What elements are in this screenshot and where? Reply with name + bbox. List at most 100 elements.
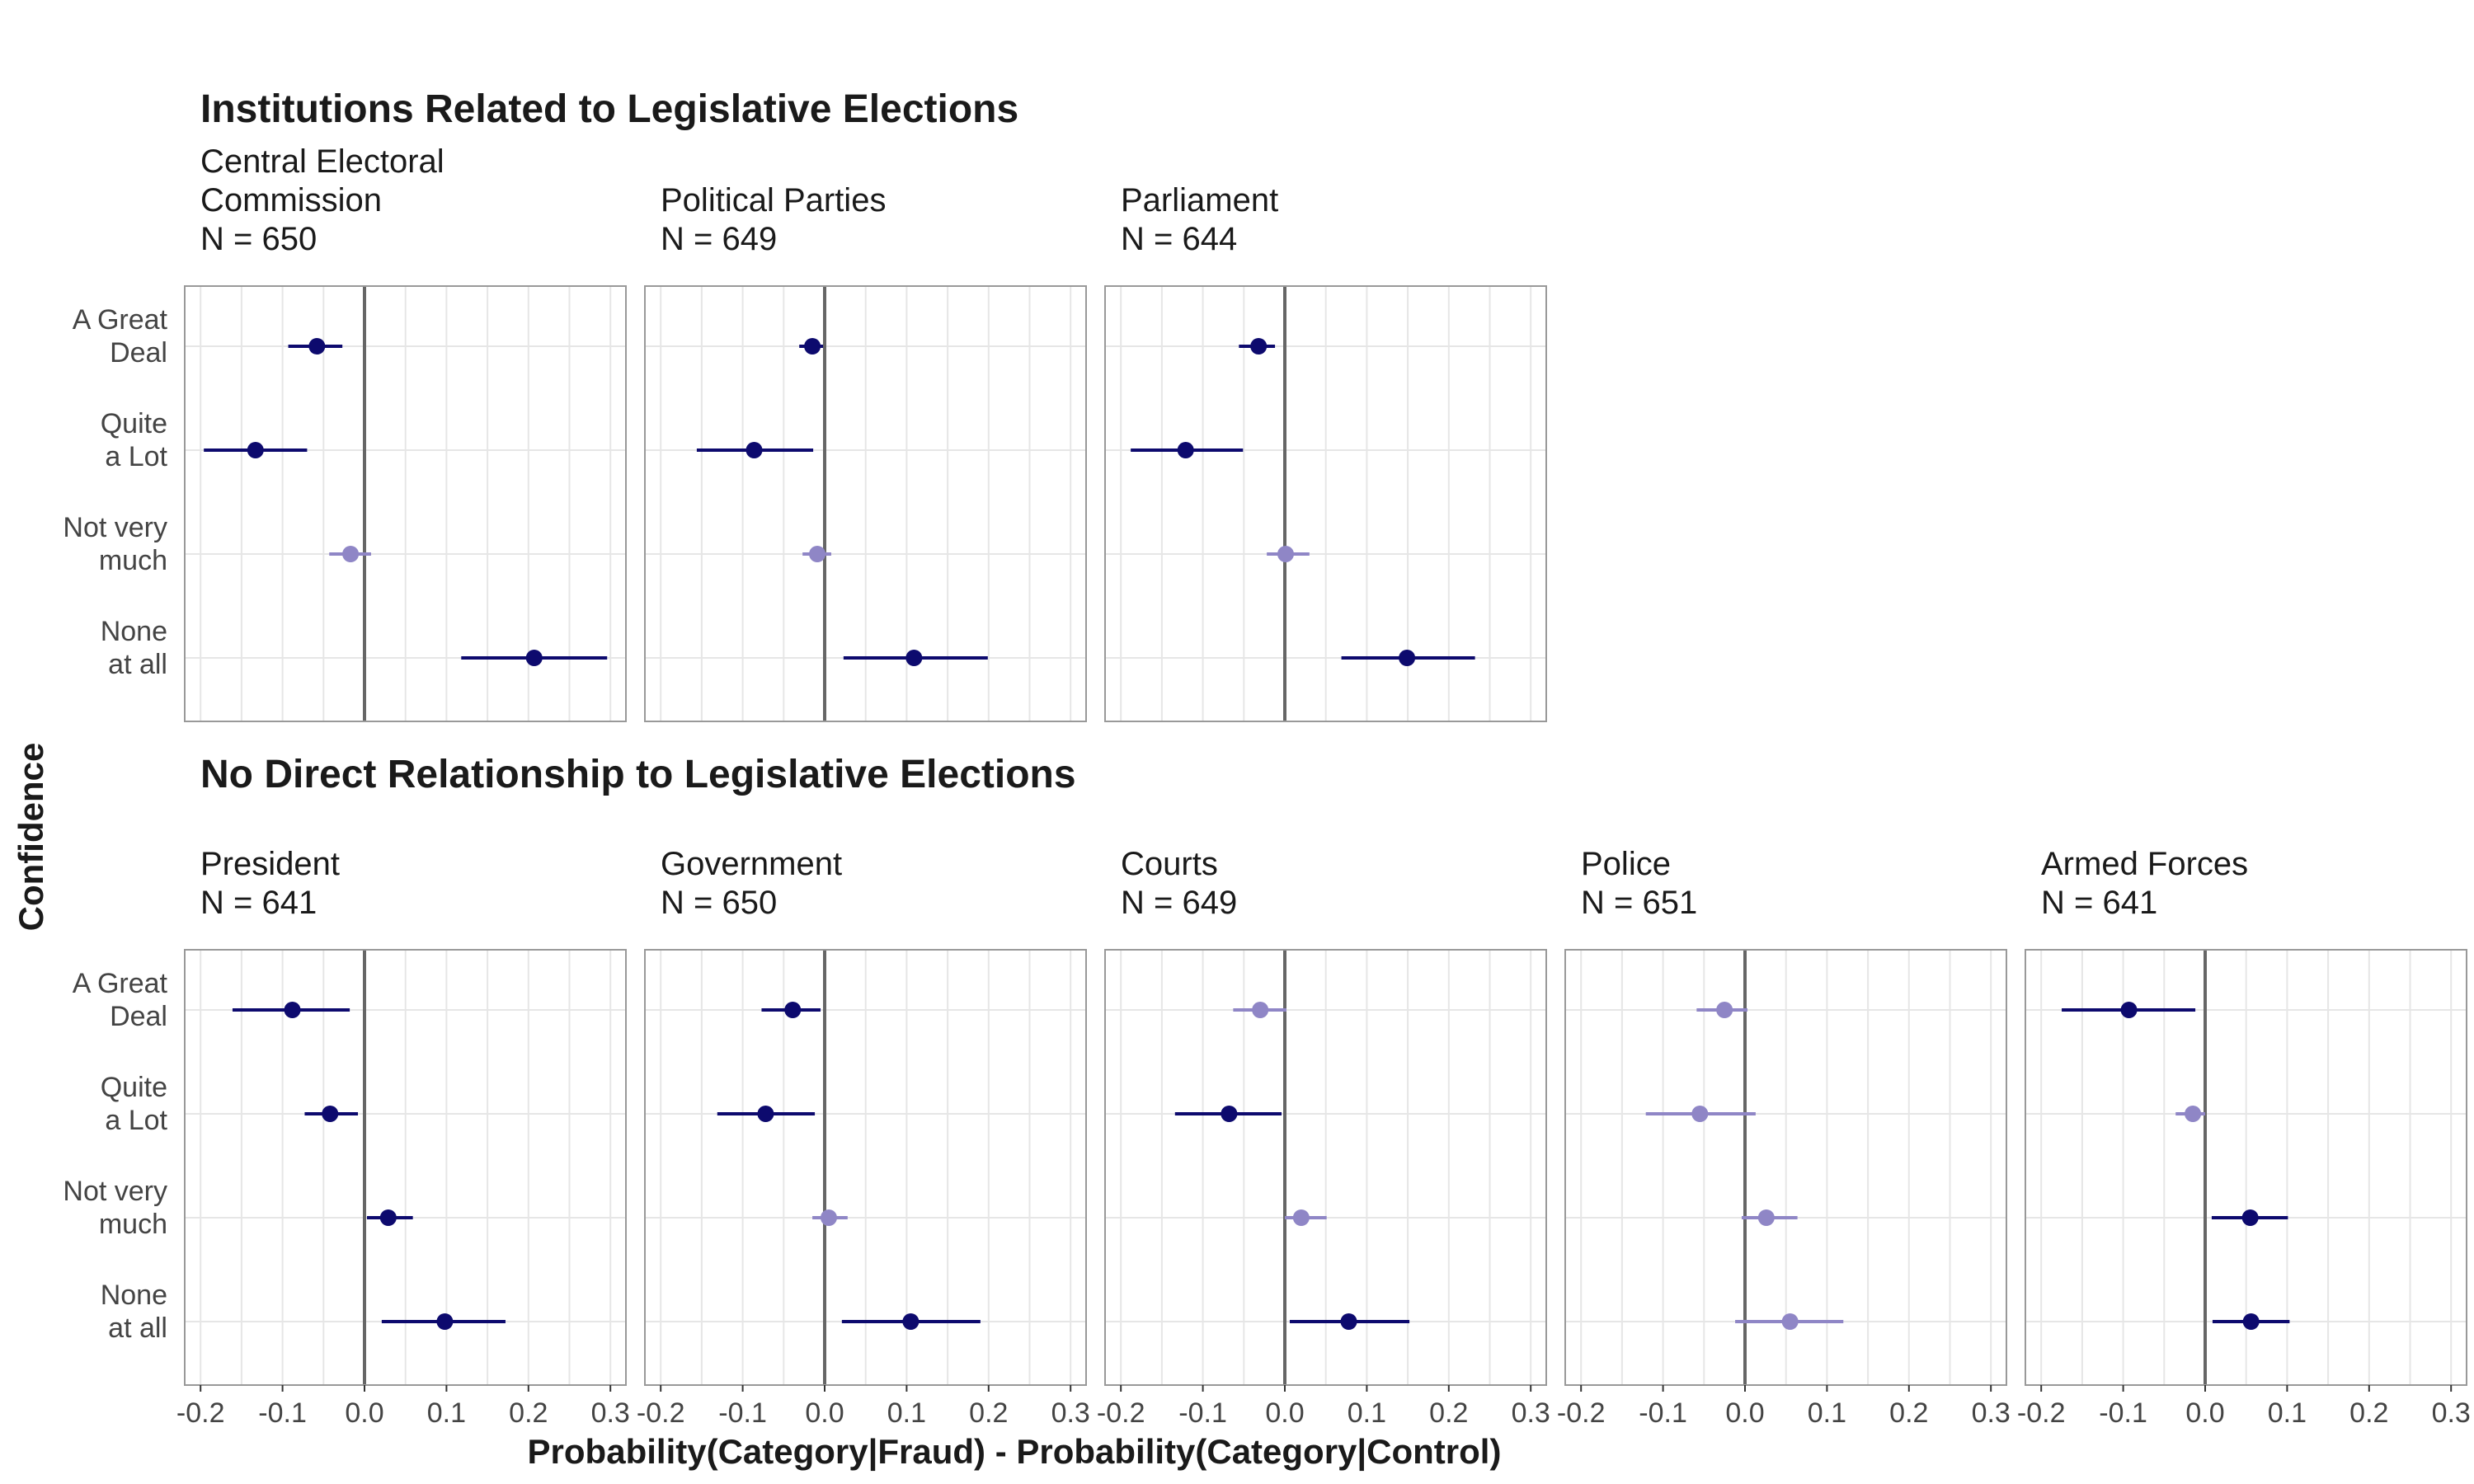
x-tick-label: 0.1	[1348, 1397, 1386, 1429]
x-tick-label: 0.2	[509, 1397, 548, 1429]
x-tick-label: 0.3	[1512, 1397, 1550, 1429]
x-tick-label: 0.0	[345, 1397, 383, 1429]
x-tick-label: 0.3	[1051, 1397, 1090, 1429]
group-title-related: Institutions Related to Legislative Elec…	[200, 87, 1018, 131]
estimate-point	[284, 1002, 301, 1018]
estimate-point	[1177, 442, 1194, 458]
x-tick-label: 0.0	[805, 1397, 844, 1429]
x-tick-label: -0.1	[2099, 1397, 2147, 1429]
panel-title: Commission	[200, 182, 382, 218]
panel-frame	[644, 285, 1087, 722]
estimate-point	[2185, 1106, 2202, 1122]
panel-title: Armed Forces	[2041, 846, 2248, 882]
estimate-point	[2242, 1313, 2260, 1330]
x-tick-label: 0.0	[1265, 1397, 1304, 1429]
x-tick-label: 0.2	[969, 1397, 1008, 1429]
estimate-point	[1757, 1209, 1775, 1226]
y-tick-label: A Great	[73, 968, 168, 999]
y-tick-label: Deal	[110, 337, 167, 369]
x-tick-label: 0.0	[2185, 1397, 2224, 1429]
estimate-point	[757, 1106, 774, 1122]
panel-n-label: N = 651	[1581, 885, 1697, 921]
estimate-point	[1250, 338, 1268, 355]
x-tick-label: -0.2	[2017, 1397, 2066, 1429]
estimate-point	[902, 1313, 920, 1330]
x-tick-label: -0.2	[1557, 1397, 1606, 1429]
estimate-point	[905, 650, 923, 666]
panel-title: Government	[661, 846, 842, 882]
panel-title: Central Electoral	[200, 143, 444, 180]
estimate-point	[809, 546, 826, 562]
panel-frame	[1564, 949, 2007, 1386]
estimate-point	[1252, 1002, 1269, 1018]
y-tick-label: None	[101, 616, 167, 647]
estimate-point	[784, 1002, 802, 1018]
y-tick-label: None	[101, 1280, 167, 1311]
x-tick-label: 0.1	[2268, 1397, 2307, 1429]
panel-title: President	[200, 846, 340, 882]
y-tick-label: a Lot	[105, 1105, 167, 1136]
x-tick-label: 0.2	[1429, 1397, 1468, 1429]
x-tick-label: -0.2	[637, 1397, 685, 1429]
panel-frame	[1104, 285, 1547, 722]
x-tick-label: -0.1	[718, 1397, 767, 1429]
x-tick-label: 0.3	[1972, 1397, 2011, 1429]
x-tick-label: 0.1	[887, 1397, 926, 1429]
estimate-point	[1340, 1313, 1357, 1330]
y-tick-label: Quite	[101, 408, 167, 439]
panel-n-label: N = 649	[1121, 885, 1237, 921]
panel-title: Courts	[1121, 846, 1218, 882]
estimate-point	[322, 1106, 339, 1122]
estimate-point	[308, 338, 326, 355]
estimate-point	[1292, 1209, 1310, 1226]
estimate-point	[342, 546, 360, 562]
y-axis-label: Confidence	[12, 743, 50, 932]
estimate-point	[820, 1209, 837, 1226]
y-tick-label: Quite	[101, 1072, 167, 1103]
estimate-point	[1277, 546, 1294, 562]
panel-frame	[1104, 949, 1547, 1386]
panel-n-label: N = 644	[1121, 221, 1237, 257]
estimate-point	[1221, 1106, 1238, 1122]
x-tick-label: -0.2	[176, 1397, 225, 1429]
x-tick-label: 0.3	[2432, 1397, 2471, 1429]
x-tick-label: 0.1	[1808, 1397, 1846, 1429]
group-title-unrelated: No Direct Relationship to Legislative El…	[200, 753, 1076, 796]
y-tick-label: much	[99, 545, 167, 576]
panel-title: Political Parties	[661, 182, 886, 218]
y-tick-label: much	[99, 1209, 167, 1240]
x-tick-label: 0.1	[427, 1397, 466, 1429]
estimate-point	[379, 1209, 397, 1226]
panel-title: Police	[1581, 846, 1671, 882]
panel-n-label: N = 641	[200, 885, 317, 921]
y-tick-label: a Lot	[105, 441, 167, 472]
estimate-point	[436, 1313, 454, 1330]
x-tick-label: -0.1	[258, 1397, 307, 1429]
x-tick-label: 0.0	[1725, 1397, 1764, 1429]
panel-n-label: N = 650	[661, 885, 777, 921]
y-tick-label: A Great	[73, 304, 168, 336]
estimate-point	[804, 338, 821, 355]
y-tick-label: at all	[108, 1313, 167, 1344]
x-tick-label: -0.2	[1097, 1397, 1145, 1429]
panel-frame	[184, 949, 627, 1386]
y-tick-label: at all	[108, 649, 167, 680]
panel-frame	[184, 285, 627, 722]
panel-n-label: N = 649	[661, 221, 777, 257]
estimate-point	[2241, 1209, 2259, 1226]
estimate-point	[745, 442, 763, 458]
estimate-point	[2120, 1002, 2138, 1018]
x-tick-label: 0.2	[2349, 1397, 2388, 1429]
x-axis-label: Probability(Category|Fraud) - Probabilit…	[528, 1432, 1502, 1472]
estimate-point	[525, 650, 543, 666]
estimate-point	[1691, 1106, 1709, 1122]
